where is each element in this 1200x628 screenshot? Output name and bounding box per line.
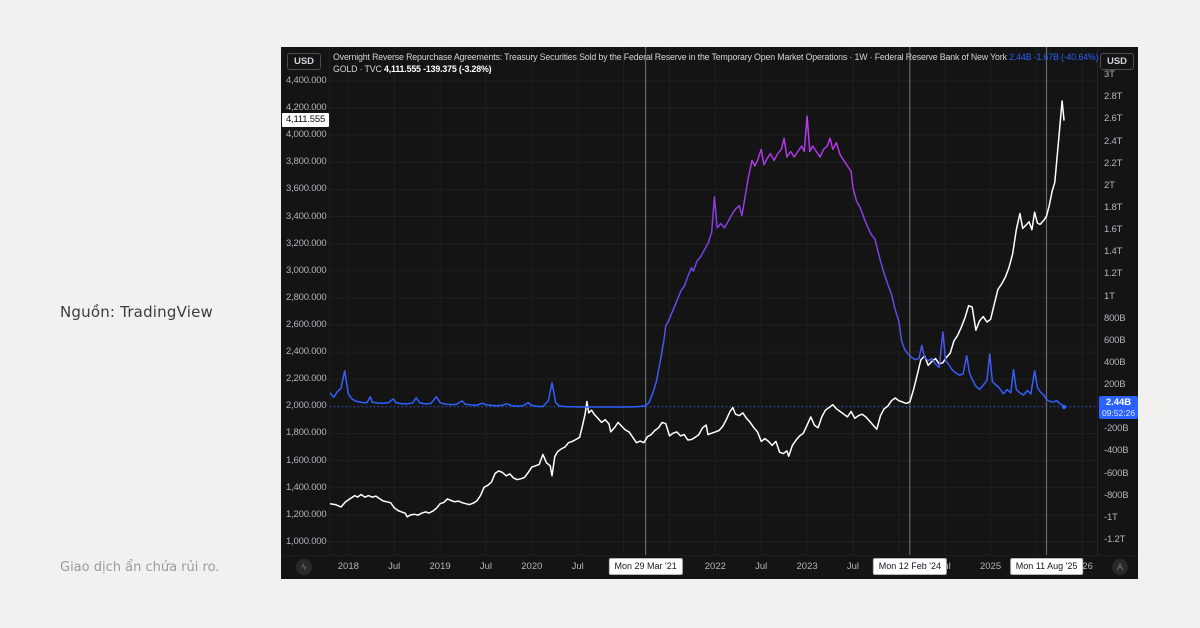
time-axis-tick: 2023 — [796, 561, 818, 572]
gold-series-title: GOLD · TVC — [333, 63, 382, 74]
right-axis-tick: -800B — [1104, 489, 1129, 501]
right-price-axis[interactable]: 3T 2.8T 2.6T 2.4T 2.2T 2T 1.8T 1.6T 1.4T 1.2T 1T 80… — [1097, 47, 1138, 555]
time-axis-tick: 2022 — [704, 561, 726, 572]
rrp-price-label: 2.44B 09:52:26 — [1099, 395, 1138, 419]
left-axis-tick: 2,400.000 — [286, 346, 327, 358]
rrp-bar-countdown: 09:52:26 — [1101, 407, 1136, 418]
left-axis-tick: 1,800.000 — [286, 427, 327, 439]
right-axis-tick: 600B — [1104, 334, 1126, 346]
right-axis-tick: -1.2T — [1104, 534, 1126, 546]
right-axis-tick: -600B — [1104, 467, 1129, 479]
right-axis-tick: 1.6T — [1104, 224, 1123, 236]
lightning-badge-icon[interactable]: ϟ — [296, 559, 312, 575]
time-axis[interactable]: ϟ A 2018Jul2019Jul2020Jul2022Jul2023JulJ… — [281, 555, 1138, 579]
right-axis-tick: 2T — [1104, 179, 1115, 191]
right-axis-tick: 1.4T — [1104, 246, 1123, 258]
rrp-last-point-dot — [1061, 404, 1067, 410]
time-axis-tick: Jul — [388, 561, 401, 572]
time-axis-tick: Jul — [755, 561, 768, 572]
chart-canvas — [330, 47, 1097, 555]
rrp-change: -1.67B (-40.64%) — [1033, 52, 1099, 62]
left-axis-tick: 3,000.000 — [286, 264, 327, 276]
left-axis-tick: 2,000.000 — [286, 400, 327, 412]
gold-price-label: 4,111.555 — [282, 113, 329, 128]
rrp-series-title: Overnight Reverse Repurchase Agreements:… — [333, 52, 1007, 62]
time-axis-tick: Jul — [846, 561, 860, 572]
time-axis-tick: 2019 — [429, 561, 451, 572]
right-axis-tick: 2.4T — [1104, 135, 1123, 147]
right-axis-tick: 400B — [1104, 356, 1126, 368]
rrp-last-value: 2.44B — [1009, 52, 1032, 62]
tradingview-chart[interactable]: 4,400.000 4,200.000 4,000.000 3,800.000 3,60… — [281, 47, 1138, 579]
rrp-series-line — [330, 115, 1065, 408]
auto-scale-badge-icon[interactable]: A — [1112, 559, 1128, 575]
plot-area[interactable] — [330, 47, 1097, 555]
legend-row-gold[interactable]: GOLD · TVC 4,111.555 -139.375 (-3.28%) — [333, 64, 1098, 76]
left-axis-tick: 1,000.000 — [286, 535, 327, 547]
left-axis-tick: 2,600.000 — [286, 319, 327, 330]
left-axis-tick: 2,200.000 — [286, 373, 327, 385]
right-axis-currency-button[interactable]: USD — [1100, 53, 1134, 70]
gold-change: -139.375 (-3.28%) — [423, 63, 492, 74]
left-price-axis[interactable]: 4,400.000 4,200.000 4,000.000 3,800.000 3,60… — [281, 47, 330, 555]
left-axis-tick: 1,600.000 — [286, 454, 327, 466]
time-axis-tick: 2020 — [521, 561, 543, 572]
right-axis-tick: 2.2T — [1104, 157, 1123, 169]
right-axis-tick: -1T — [1104, 511, 1118, 523]
right-axis-tick: 1.2T — [1104, 268, 1123, 280]
left-axis-tick: 2,800.000 — [286, 291, 327, 303]
time-axis-tick: 2025 — [979, 561, 1002, 572]
right-axis-tick: 1T — [1104, 290, 1115, 302]
right-axis-tick: 1.8T — [1104, 201, 1123, 213]
left-axis-tick: 4,000.000 — [286, 129, 327, 141]
right-axis-tick: 3T — [1104, 69, 1115, 81]
gold-last-value: 4,111.555 — [383, 63, 421, 74]
time-axis-tick: 2018 — [337, 561, 359, 572]
rrp-price-value: 2.44B — [1105, 396, 1132, 408]
left-axis-tick: 3,200.000 — [286, 237, 327, 249]
left-axis-tick: 3,600.000 — [286, 183, 327, 195]
time-axis-tick: Jul — [479, 561, 493, 572]
left-axis-currency-button[interactable]: USD — [287, 53, 321, 70]
right-axis-tick: -200B — [1104, 423, 1129, 435]
time-axis-tick: Jul — [571, 561, 584, 572]
right-axis-tick: 800B — [1104, 312, 1126, 324]
risk-disclaimer: Giao dịch ẩn chứa rủi ro. — [60, 560, 220, 575]
legend-row-rrp[interactable]: Overnight Reverse Repurchase Agreements:… — [333, 52, 1098, 64]
right-axis-tick: -400B — [1104, 445, 1129, 457]
right-axis-tick: 2.6T — [1104, 113, 1123, 125]
left-axis-tick: 1,200.000 — [286, 508, 327, 520]
date-marker-box: Mon 29 Mar '21 — [608, 558, 683, 575]
left-axis-tick: 3,800.000 — [286, 156, 327, 168]
left-axis-tick: 4,200.000 — [286, 102, 327, 114]
right-axis-tick: 2.8T — [1104, 91, 1123, 103]
left-axis-tick: 1,400.000 — [286, 481, 327, 493]
right-axis-tick: 200B — [1104, 379, 1126, 391]
left-axis-tick: 3,400.000 — [286, 210, 327, 222]
gold-series-line — [330, 100, 1065, 518]
date-marker-box: Mon 12 Feb '24 — [872, 558, 947, 575]
source-caption: Nguồn: TradingView — [60, 303, 213, 321]
date-marker-box: Mon 11 Aug '25 — [1009, 558, 1084, 575]
legend: Overnight Reverse Repurchase Agreements:… — [333, 52, 1098, 75]
left-axis-tick: 4,400.000 — [286, 74, 327, 86]
